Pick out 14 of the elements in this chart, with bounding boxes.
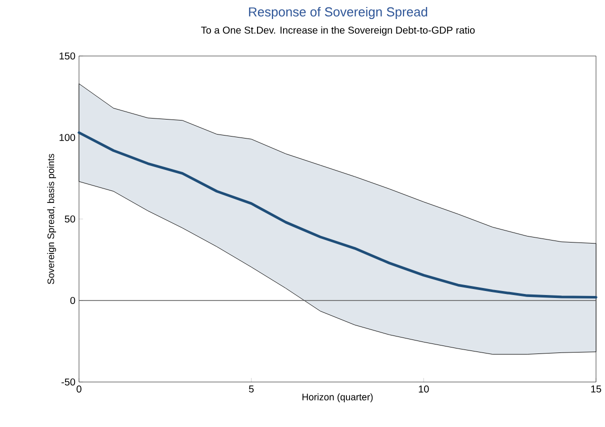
x-tick-label: 5 [248,386,254,392]
y-tick-label: 50 [64,215,76,223]
y-axis-title: Sovereign Spread, basis points [47,154,56,284]
line-series [78,131,598,299]
x-tick-label: 10 [418,386,429,393]
x-axis-title: Horizon (quarter) [302,393,373,402]
x-tick-label: 15 [591,386,602,392]
y-tick-label: 0 [70,296,76,304]
y-tick-label: 150 [60,52,76,60]
y-tick-label: -50 [62,378,76,386]
chart-subtitle: To a One St.Dev. Increase in the Sovereign Debt-to-GDP ratio [201,26,475,36]
chart-title: Response of Sovereign Spread [249,6,428,20]
y-tick-label: 100 [60,134,76,142]
x-tick-label: 0 [76,386,82,393]
